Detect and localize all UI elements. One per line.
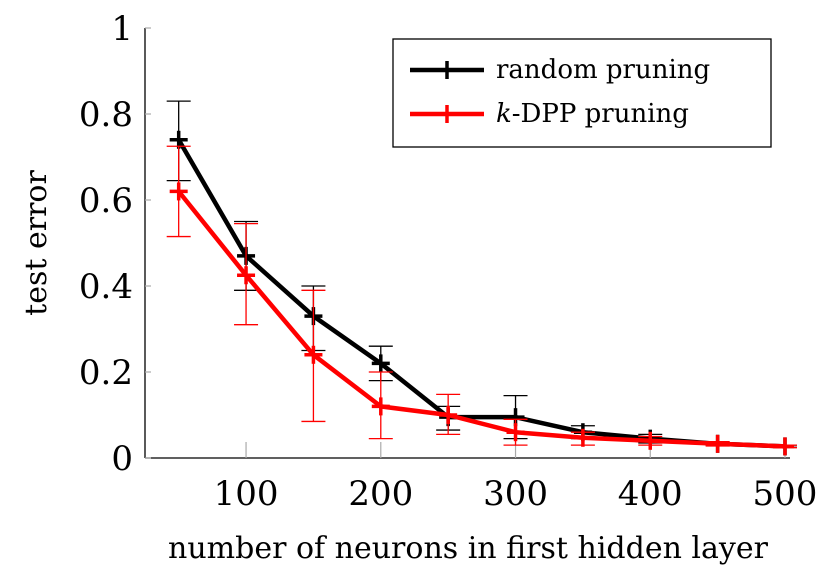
y-axis-title: test error [19,170,54,316]
legend-label-random-pruning: random pruning [496,55,710,85]
series-line-random-pruning [176,138,786,449]
legend: random pruning k-DPP pruning [392,38,772,148]
legend-label-kdpp-italic-k: k [496,99,512,129]
x-tick-label-100: 100 [214,474,279,514]
legend-label-kdpp-rest: -DPP pruning [512,99,689,129]
y-tick-label-0.4: 0.4 [79,267,133,307]
point-kdpp-pruning-300 [506,423,525,442]
point-kdpp-pruning-50 [169,182,188,201]
legend-mark-kdpp-pruning [410,105,484,123]
point-kdpp-pruning-150 [304,345,323,364]
point-kdpp-pruning-400 [641,431,660,450]
series-line-kdpp-pruning [176,189,786,449]
y-tick-label-0.8: 0.8 [79,95,133,135]
y-tick-label-0.2: 0.2 [79,353,133,393]
point-kdpp-pruning-200 [371,397,390,416]
series-kdpp-pruning [166,145,797,456]
point-random-pruning-200 [371,354,390,373]
legend-mark-random-pruning [410,61,484,79]
series-random-pruning [166,100,797,456]
x-axis-title: number of neurons in first hidden layer [168,531,769,566]
point-kdpp-pruning-100 [237,266,256,285]
y-tick-label-0: 0 [111,439,133,479]
legend-box [392,38,772,148]
x-tick-labels: 100 200 300 400 500 [214,474,818,514]
point-kdpp-pruning-350 [573,428,592,447]
y-tick-labels: 0 0.2 0.4 0.6 0.8 1 [79,9,133,479]
y-ticks [145,27,151,459]
y-tick-label-0.6: 0.6 [79,181,133,221]
x-tick-label-200: 200 [348,474,413,514]
point-kdpp-pruning-250 [439,406,458,424]
x-tick-label-500: 500 [753,474,818,514]
x-tick-label-300: 300 [483,474,548,514]
legend-marks [410,61,484,123]
point-kdpp-pruning-450 [708,434,727,453]
x-tick-label-400: 400 [618,474,683,514]
y-tick-label-1: 1 [111,9,133,49]
point-kdpp-pruning-500 [776,437,794,456]
legend-label-kdpp-pruning: k-DPP pruning [496,99,689,129]
series-layer [166,100,797,456]
